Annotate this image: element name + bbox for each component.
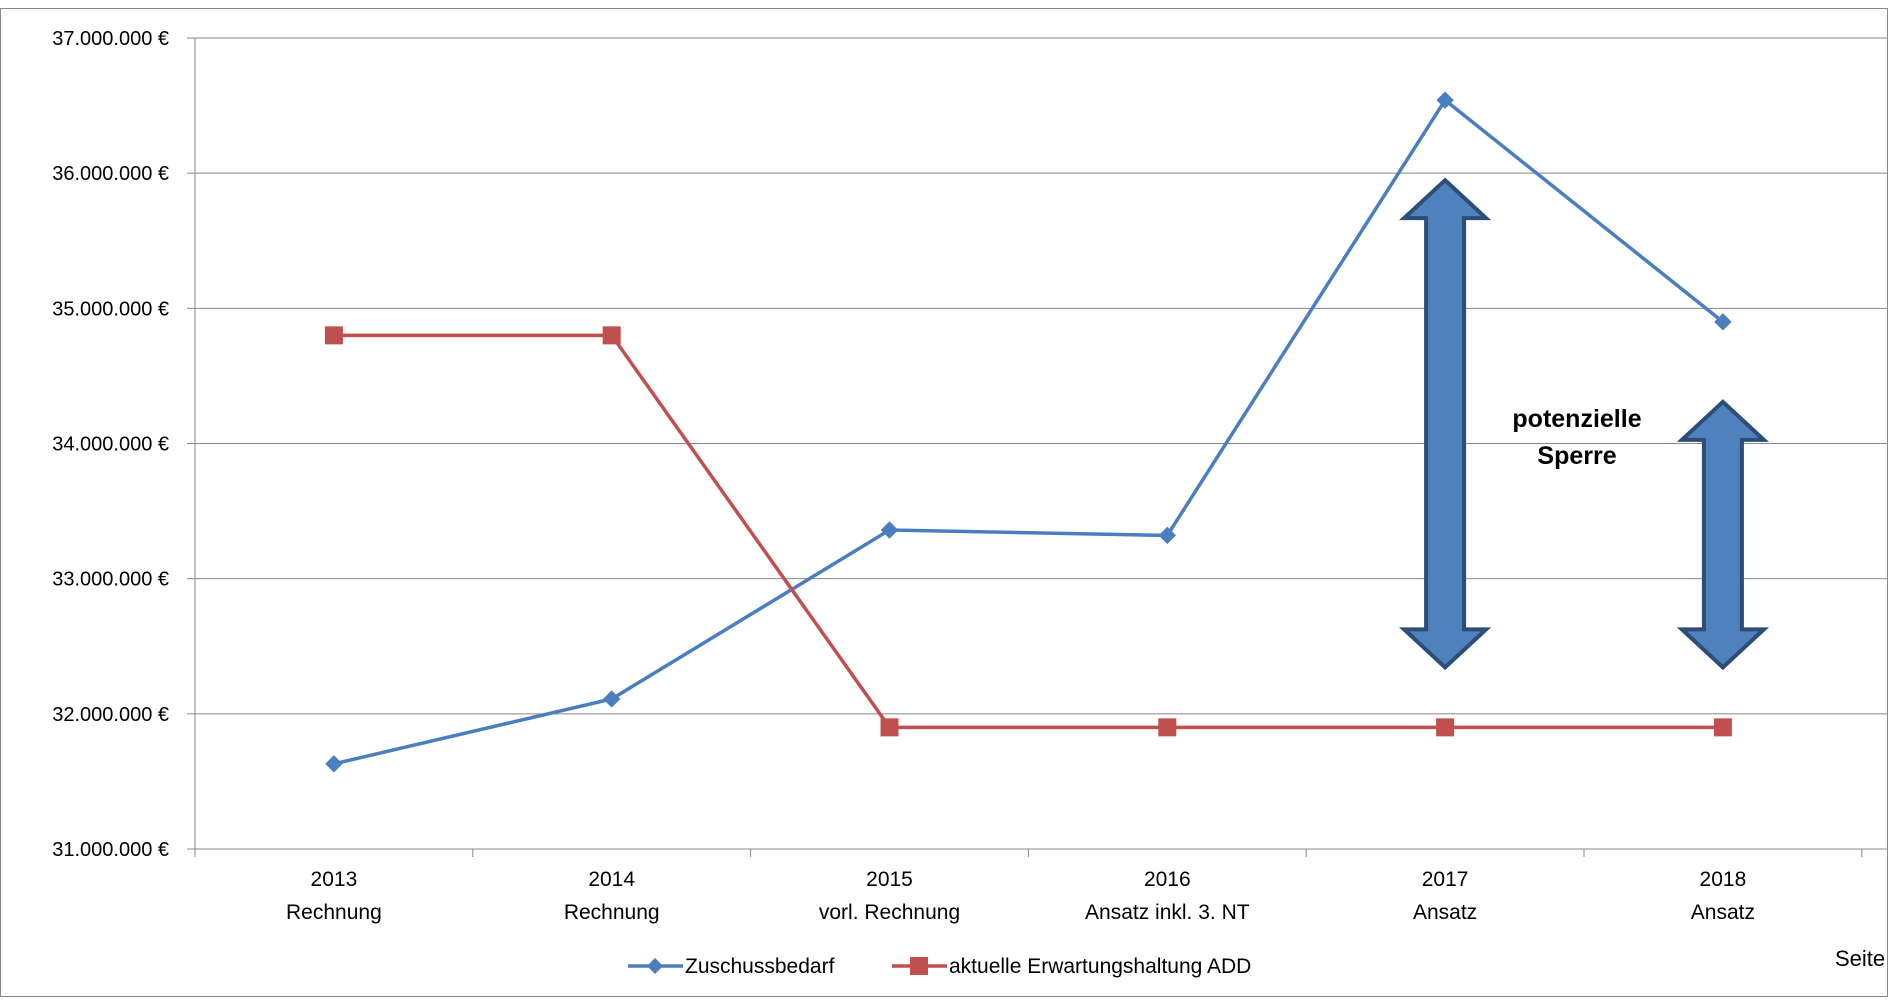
x-tick-label-sub: Ansatz inkl. 3. NT [1085, 901, 1250, 924]
x-tick-label-year: 2018 [1700, 868, 1747, 891]
data-point-square [1436, 718, 1455, 737]
data-point-diamond [602, 690, 621, 708]
legend-marker-square [910, 957, 928, 975]
x-tick-label-year: 2016 [1144, 868, 1191, 891]
x-tick-label-year: 2017 [1422, 868, 1469, 891]
x-tick-label-year: 2015 [866, 868, 913, 891]
y-tick-label: 31.000.000 € [52, 839, 169, 861]
x-tick-label-sub: Ansatz [1413, 901, 1477, 924]
y-tick-label: 37.000.000 € [52, 28, 169, 50]
data-point-diamond [1436, 91, 1454, 109]
data-point-square [602, 326, 621, 345]
y-tick-label: 32.000.000 € [52, 704, 169, 726]
y-tick-label: 36.000.000 € [52, 163, 169, 185]
data-point-diamond [325, 755, 343, 773]
x-tick-label-year: 2014 [588, 868, 635, 891]
data-point-square [324, 326, 343, 345]
annotation-text: potenzielle [1512, 405, 1641, 433]
data-point-diamond [880, 521, 899, 539]
double-arrow [1398, 177, 1492, 671]
double-arrows [1398, 177, 1770, 671]
x-tick-label-sub: Ansatz [1691, 901, 1755, 924]
series-lines [324, 91, 1732, 773]
y-tick-label: 35.000.000 € [52, 298, 169, 320]
legend-label: Zuschussbedarf [685, 955, 835, 978]
legend-marker-diamond [647, 958, 663, 974]
data-point-square [880, 718, 899, 737]
x-tick-label-sub: vorl. Rechnung [819, 901, 960, 924]
x-tick-label-sub: Rechnung [286, 901, 382, 924]
page-footer-label: Seite [1835, 946, 1886, 971]
data-point-square [1713, 718, 1732, 737]
series-line [333, 97, 1724, 766]
tick-labels: 31.000.000 € 32.000.000 € 33.000.000 € 34.0… [52, 28, 1755, 924]
gridlines [195, 37, 1888, 715]
legend: Zuschussbedarf aktuelle Erwartungshaltung… [628, 955, 1251, 978]
annotation-text: Sperre [1537, 442, 1616, 470]
x-tick-label-sub: Rechnung [564, 901, 660, 924]
series-line [333, 333, 1723, 730]
annotation: potenzielle Sperre [1512, 405, 1641, 470]
legend-label: aktuelle Erwartungshaltung ADD [949, 955, 1251, 978]
data-point-diamond [1158, 526, 1177, 545]
y-tick-label: 33.000.000 € [52, 569, 169, 591]
axes [187, 37, 1888, 857]
double-arrow [1676, 399, 1770, 671]
data-point-diamond [1714, 313, 1732, 331]
x-tick-label-year: 2013 [311, 868, 358, 891]
data-point-square [1158, 718, 1177, 737]
y-tick-label: 34.000.000 € [52, 434, 169, 456]
